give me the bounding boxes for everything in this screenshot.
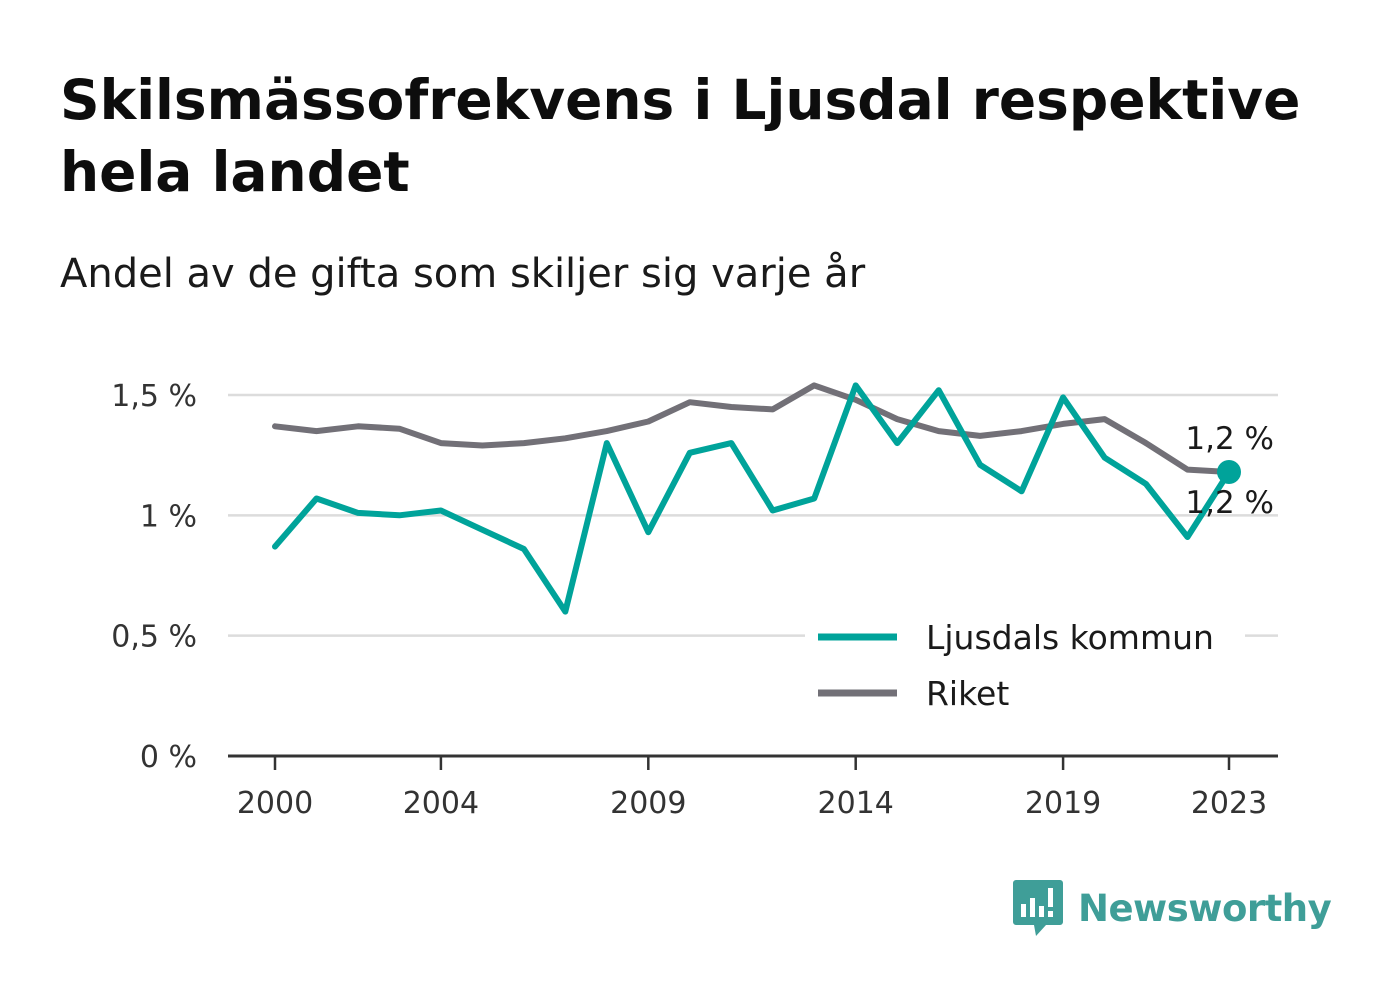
x-tick-label: 2014 bbox=[818, 786, 894, 821]
chart-subtitle: Andel av de gifta som skiljer sig varje … bbox=[60, 251, 866, 297]
y-axis-tick-labels: 0 % 0,5 % 1 % 1,5 % bbox=[111, 379, 197, 775]
legend-label: Riket bbox=[926, 674, 1009, 713]
series-line bbox=[272, 382, 1232, 615]
x-tick-label: 2019 bbox=[1025, 786, 1101, 821]
end-label-ljusdal: 1,2 % bbox=[1185, 485, 1274, 521]
series-line bbox=[272, 382, 1232, 475]
chart-title: Skilsmässofrekvens i Ljusdal respektive … bbox=[60, 68, 1301, 204]
logo-text: Newsworthy bbox=[1078, 886, 1332, 930]
legend-background bbox=[805, 612, 1245, 722]
x-tick-label: 2004 bbox=[403, 786, 479, 821]
legend-label: Ljusdals kommun bbox=[926, 618, 1214, 657]
bar-chart-speech-bubble-icon bbox=[1013, 880, 1063, 936]
legend: Ljusdals kommun Riket bbox=[805, 612, 1245, 722]
line-chart: 0 % 0,5 % 1 % 1,5 % 2000 2004 2009 2014 2019 202… bbox=[111, 379, 1278, 821]
x-tick-label: 2000 bbox=[237, 786, 313, 821]
y-tick-label: 1,5 % bbox=[111, 379, 197, 414]
y-tick-label: 1 % bbox=[140, 499, 197, 534]
series-layer bbox=[272, 382, 1232, 615]
x-axis: 2000 2004 2009 2014 2019 2023 bbox=[228, 754, 1278, 821]
series-riket bbox=[272, 382, 1232, 475]
end-labels: 1,2 % 1,2 % bbox=[1185, 421, 1274, 521]
x-tick-label: 2023 bbox=[1191, 786, 1267, 821]
x-tick-label: 2009 bbox=[610, 786, 686, 821]
newsworthy-logo: Newsworthy bbox=[1012, 878, 1332, 938]
end-point-marker bbox=[1217, 460, 1241, 485]
series-ljusdals-kommun bbox=[272, 382, 1232, 615]
end-label-riket: 1,2 % bbox=[1185, 421, 1274, 457]
y-tick-label: 0 % bbox=[140, 740, 197, 775]
y-tick-label: 0,5 % bbox=[111, 620, 197, 655]
